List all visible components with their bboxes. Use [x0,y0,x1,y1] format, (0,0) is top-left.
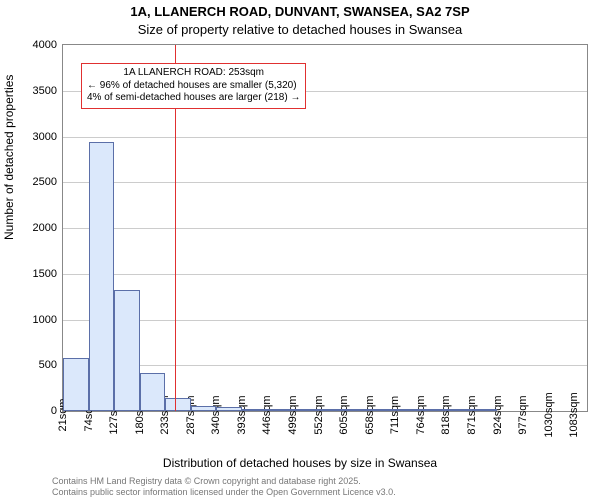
histogram-bar [293,409,319,411]
x-tick-label: 552sqm [313,395,325,434]
y-tick-label: 500 [39,359,57,371]
x-tick-label: 924sqm [492,395,504,434]
chart-title: 1A, LLANERCH ROAD, DUNVANT, SWANSEA, SA2… [0,4,600,19]
x-tick-label: 1030sqm [543,392,555,437]
x-tick-label: 393sqm [236,395,248,434]
histogram-bar [472,409,498,411]
footer-text-1: Contains HM Land Registry data © Crown c… [52,476,361,486]
y-axis-label: Number of detached properties [2,75,16,240]
x-tick-label: 605sqm [338,395,350,434]
x-tick-label: 977sqm [517,395,529,434]
x-tick-label: 446sqm [261,395,273,434]
histogram-bar [319,409,345,411]
histogram-bar [446,409,472,411]
y-tick-label: 4000 [33,39,57,51]
histogram-bar [216,407,242,411]
annotation-box: 1A LLANERCH ROAD: 253sqm← 96% of detache… [81,63,306,109]
gridline [63,320,587,321]
x-tick-label: 764sqm [415,395,427,434]
histogram-bar [89,142,115,411]
histogram-bar [344,409,370,411]
histogram-bar [63,358,89,411]
annotation-line: 4% of semi-detached houses are larger (2… [87,92,300,105]
x-tick-label: 499sqm [287,395,299,434]
plot-area: 0500100015002000250030003500400021sqm74s… [62,44,588,412]
x-tick-label: 711sqm [389,396,401,434]
histogram-bar [114,290,140,411]
x-axis-label: Distribution of detached houses by size … [0,456,600,470]
x-tick-label: 340sqm [210,395,222,434]
gridline [63,137,587,138]
y-tick-label: 2500 [33,176,57,188]
annotation-line: 1A LLANERCH ROAD: 253sqm [87,67,300,80]
x-tick-label: 818sqm [440,395,452,434]
y-tick-label: 3500 [33,85,57,97]
histogram-bar [191,406,217,411]
y-tick-label: 1000 [33,314,57,326]
chart-container: 1A, LLANERCH ROAD, DUNVANT, SWANSEA, SA2… [0,0,600,500]
x-tick-label: 871sqm [466,395,478,434]
chart-subtitle: Size of property relative to detached ho… [0,22,600,37]
histogram-bar [421,409,447,411]
histogram-bar [242,409,268,411]
y-tick-label: 3000 [33,131,57,143]
histogram-bar [395,409,421,411]
y-tick-label: 1500 [33,268,57,280]
y-tick-label: 2000 [33,222,57,234]
gridline [63,182,587,183]
x-tick-label: 1083sqm [568,392,580,437]
histogram-bar [140,373,166,411]
histogram-bar [165,398,191,411]
histogram-bar [370,409,396,411]
gridline [63,365,587,366]
gridline [63,274,587,275]
footer-text-2: Contains public sector information licen… [52,487,396,497]
histogram-bar [267,409,293,411]
x-tick-label: 658sqm [364,395,376,434]
gridline [63,228,587,229]
annotation-line: ← 96% of detached houses are smaller (5,… [87,80,300,93]
